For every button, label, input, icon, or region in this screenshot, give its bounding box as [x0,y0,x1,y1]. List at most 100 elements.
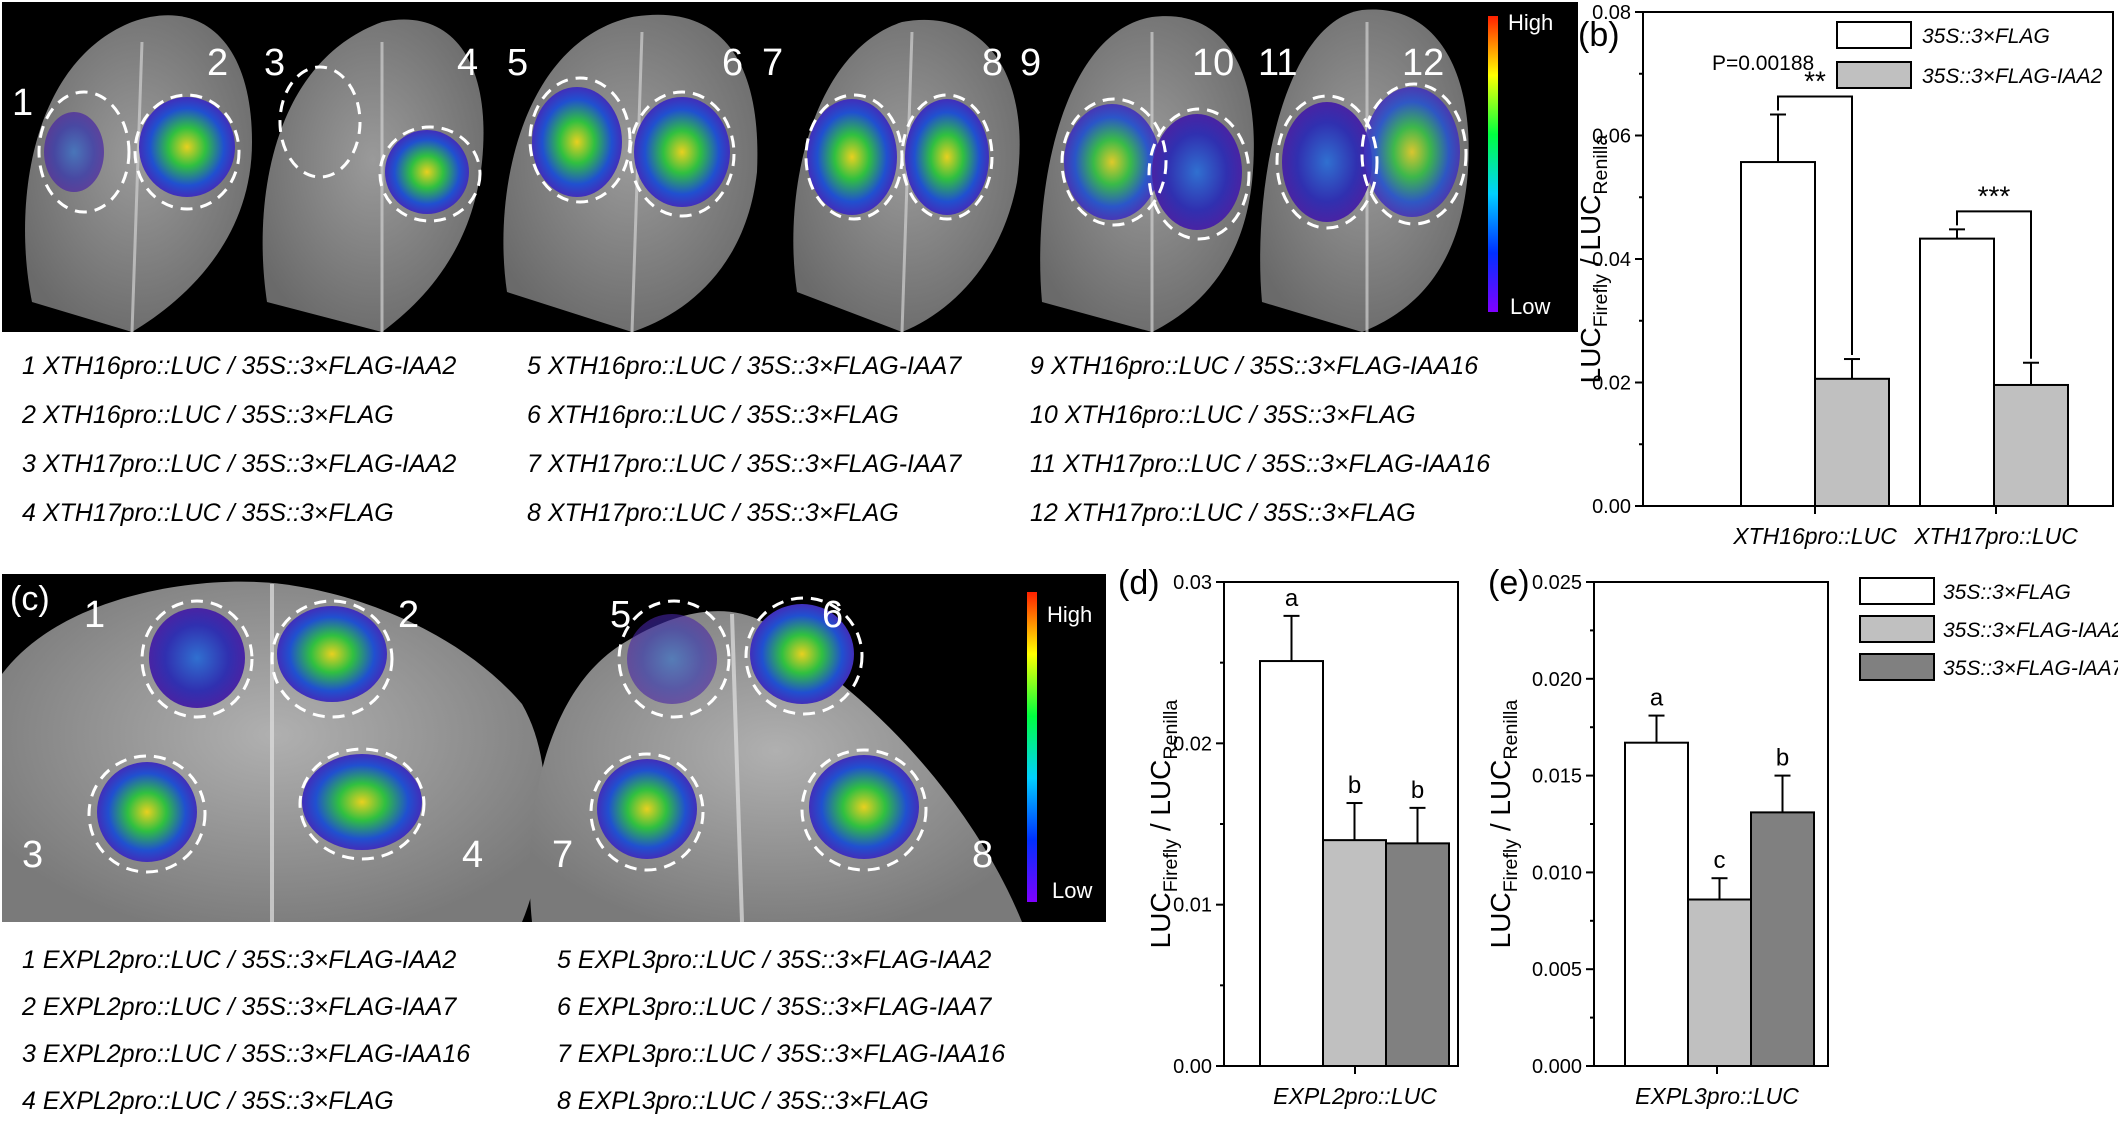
significance-letter: a [1285,585,1299,612]
panel-a-scale-high: High [1508,10,1554,35]
panel-a-color-scale [1488,16,1498,312]
panel-letter: (e) [1488,564,1530,602]
bar [1385,842,1450,1067]
caption-c: 3 EXPL2pro::LUC / 35S::3×FLAG-IAA16 [22,1040,471,1068]
y-tick-label: 0.02 [1592,373,1631,395]
panel-c-leaves [2,581,1037,922]
leaf-number: 3 [22,834,44,876]
caption-a: 12 XTH17pro::LUC / 35S::3×FLAG [1030,499,1416,527]
caption-c: 5 EXPL3pro::LUC / 35S::3×FLAG-IAA2 [557,946,992,974]
significance-stars: *** [1978,180,2011,211]
caption-c: 6 EXPL3pro::LUC / 35S::3×FLAG-IAA7 [557,993,992,1021]
caption-a: 5 XTH16pro::LUC / 35S::3×FLAG-IAA7 [527,352,962,380]
leaf-number: 2 [207,42,229,84]
caption-a: 9 XTH16pro::LUC / 35S::3×FLAG-IAA16 [1030,352,1479,380]
legend-swatch [1836,61,1912,89]
bar [1687,898,1752,1068]
y-tick-label: 0.025 [1532,572,1582,594]
y-tick-label: 0.08 [1592,2,1631,24]
caption-a: 4 XTH17pro::LUC / 35S::3×FLAG [22,499,394,527]
panel-c-image: (c) High Low 1 2 3 4 5 6 7 8 [2,574,1106,922]
leaf-number: 1 [12,82,34,124]
leaf-number: 1 [84,594,106,636]
panel-c-letter: (c) [10,580,50,618]
x-category-label: EXPL2pro::LUC [1273,1083,1437,1109]
significance-stars: ** [1804,66,1826,97]
leaf-number: 7 [552,834,574,876]
significance-bracket [1956,210,2032,359]
bar [1919,237,1995,507]
significance-bracket [1777,95,1853,356]
significance-letter: b [1411,777,1424,804]
bar [1259,660,1324,1067]
legend-label: 35S::3×FLAG-IAA2 [1943,619,2118,642]
caption-c: 8 EXPL3pro::LUC / 35S::3×FLAG [557,1087,929,1115]
x-category-label: XTH16pro::LUC [1732,523,1897,549]
legend-swatch [1859,615,1935,643]
caption-c: 4 EXPL2pro::LUC / 35S::3×FLAG [22,1087,394,1115]
panel-a-scale-low: Low [1510,294,1551,319]
significance-letter: b [1776,745,1789,772]
y-tick-label: 0.000 [1532,1056,1582,1078]
panel-a-image: (a) High Low 1 2 3 4 5 6 7 8 9 10 11 12 [2,2,1578,332]
legend-label: 35S::3×FLAG-IAA2 [1922,65,2103,88]
bar [1814,377,1890,508]
legend-label: 35S::3×FLAG-IAA7 [1943,657,2118,680]
panel-letter: (b) [1578,16,1620,54]
bar [1322,839,1387,1068]
leaf-number: 12 [1402,42,1445,84]
caption-c: 2 EXPL2pro::LUC / 35S::3×FLAG-IAA7 [22,993,457,1021]
leaf-number: 5 [610,594,632,636]
x-category-label: XTH17pro::LUC [1913,523,2078,549]
caption-c: 1 EXPL2pro::LUC / 35S::3×FLAG-IAA2 [22,946,457,974]
caption-a: 3 XTH17pro::LUC / 35S::3×FLAG-IAA2 [22,450,457,478]
legend-swatch [1859,577,1935,605]
leaf-number: 11 [1258,42,1298,84]
panel-c-color-scale [1027,592,1037,902]
x-category-label: EXPL3pro::LUC [1635,1083,1799,1109]
panel-letter: (d) [1118,564,1160,602]
y-axis-label: LUCFirefly / LUCRenilla [1575,135,1612,384]
leaf-3-4 [262,19,484,332]
y-tick-label: 0.010 [1532,862,1582,884]
bar [1993,383,2069,507]
bar [1750,811,1815,1067]
leaf-number: 4 [457,42,479,84]
y-tick-label: 0.06 [1592,126,1631,148]
y-axis-label: LUCFirefly / LUCRenilla [1485,700,1522,949]
caption-a: 6 XTH16pro::LUC / 35S::3×FLAG [527,401,899,429]
bar [1740,161,1816,508]
y-tick-label: 0.00 [1592,496,1631,518]
caption-a: 1 XTH16pro::LUC / 35S::3×FLAG-IAA2 [22,352,457,380]
panel-a-letter: (a) [10,8,52,46]
significance-letter: b [1348,772,1361,799]
y-tick-label: 0.015 [1532,766,1582,788]
y-tick-label: 0.03 [1173,572,1212,594]
y-tick-label: 0.01 [1173,895,1212,917]
y-axis-label: LUCFirefly / LUCRenilla [1145,700,1182,949]
caption-a: 10 XTH16pro::LUC / 35S::3×FLAG [1030,401,1416,429]
leaf-number: 3 [264,42,286,84]
caption-a: 2 XTH16pro::LUC / 35S::3×FLAG [22,401,394,429]
legend-label: 35S::3×FLAG [1922,25,2050,48]
legend-label: 35S::3×FLAG [1943,581,2071,604]
caption-a: 8 XTH17pro::LUC / 35S::3×FLAG [527,499,899,527]
significance-letter: c [1714,847,1726,874]
leaf-number: 5 [507,42,529,84]
bar [1624,741,1689,1067]
leaf-number: 8 [982,42,1004,84]
leaf-number: 7 [762,42,784,84]
panel-c-scale-high: High [1047,602,1093,627]
caption-a: 11 XTH17pro::LUC / 35S::3×FLAG-IAA16 [1030,450,1491,478]
leaf-number: 6 [822,594,844,636]
p-value-label: P=0.00188 [1712,52,1814,75]
y-tick-label: 0.04 [1592,249,1631,271]
caption-a: 7 XTH17pro::LUC / 35S::3×FLAG-IAA7 [527,450,962,478]
legend-swatch [1836,21,1912,49]
panel-c-scale-low: Low [1052,878,1093,903]
significance-letter: a [1650,685,1664,712]
y-tick-label: 0.02 [1173,733,1212,755]
caption-c: 7 EXPL3pro::LUC / 35S::3×FLAG-IAA16 [557,1040,1006,1068]
leaf-number: 8 [972,834,994,876]
